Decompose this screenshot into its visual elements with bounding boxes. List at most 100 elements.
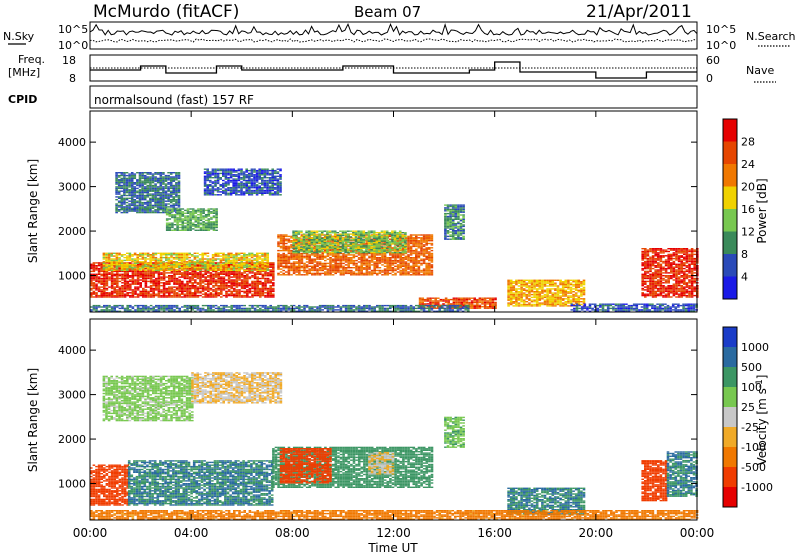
heatmap-cell	[126, 294, 129, 297]
heatmap-cell	[355, 252, 358, 255]
heatmap-cell	[173, 293, 176, 295]
heatmap-cell	[125, 207, 129, 209]
heatmap-cell	[204, 270, 207, 273]
heatmap-cell	[172, 189, 176, 191]
heatmap-cell	[162, 182, 165, 184]
heatmap-cell	[100, 275, 103, 277]
heatmap-cell	[368, 252, 371, 255]
heatmap-cell	[420, 252, 423, 255]
heatmap-cell	[214, 255, 217, 257]
heatmap-cell	[214, 266, 217, 269]
heatmap-cell	[185, 262, 189, 264]
heatmap-cell	[160, 277, 163, 280]
heatmap-cell	[287, 271, 291, 273]
heatmap-cell	[110, 262, 113, 264]
heatmap-cell	[173, 290, 176, 293]
heatmap-cell	[350, 262, 353, 265]
heatmap-cell	[146, 191, 150, 194]
heatmap-cell	[324, 248, 327, 250]
heatmap-cell	[292, 238, 296, 240]
heatmap-cell	[303, 257, 306, 259]
heatmap-cell	[233, 290, 236, 293]
heatmap-cell	[138, 173, 142, 175]
heatmap-cell	[300, 269, 304, 272]
heatmap-cell	[349, 246, 353, 248]
cpid-panel-frame	[89, 85, 698, 109]
heatmap-cell	[169, 180, 173, 182]
heatmap-cell	[246, 296, 249, 298]
heatmap-cell	[123, 206, 126, 208]
heatmap-cell	[256, 282, 259, 284]
heatmap-cell	[121, 282, 124, 284]
heatmap-cell	[136, 280, 140, 283]
heatmap-cell	[370, 243, 373, 245]
heatmap-cell	[417, 257, 421, 259]
heatmap-cell	[367, 232, 371, 234]
heatmap-cell	[378, 249, 381, 251]
heatmap-cell	[331, 248, 335, 250]
heatmap-cell	[128, 200, 131, 202]
heatmap-cell	[245, 265, 249, 267]
heatmap-cell	[407, 240, 410, 242]
heatmap-cell	[139, 269, 142, 272]
heatmap-cell	[139, 270, 142, 273]
heatmap-cell	[222, 287, 226, 290]
heatmap-cell	[188, 282, 192, 284]
heatmap-cell	[391, 230, 394, 232]
heatmap-cell	[398, 247, 402, 249]
heatmap-cell	[373, 238, 376, 240]
nave-label: Nave	[746, 64, 774, 77]
heatmap-cell	[123, 272, 127, 274]
heatmap-cell	[214, 294, 218, 297]
heatmap-cell	[138, 196, 142, 198]
heatmap-cell	[401, 240, 405, 242]
heatmap-cell	[177, 194, 181, 197]
heatmap-cell	[159, 176, 163, 178]
heatmap-cell	[248, 261, 251, 263]
heatmap-cell	[131, 270, 135, 273]
heatmap-cell	[264, 294, 267, 297]
heatmap-cell	[430, 242, 434, 245]
heatmap-cell	[103, 296, 106, 298]
heatmap-cell	[217, 258, 220, 260]
heatmap-cell	[235, 277, 239, 280]
heatmap-cell	[131, 269, 135, 271]
heatmap-cell	[211, 258, 215, 260]
heatmap-cell	[294, 233, 298, 235]
heatmap-cell	[331, 261, 335, 263]
heatmap-cell	[372, 246, 376, 248]
heatmap-cell	[401, 251, 405, 254]
heatmap-cell	[243, 266, 246, 269]
heatmap-cell	[230, 283, 233, 285]
heatmap-cell	[333, 234, 337, 237]
heatmap-cell	[321, 262, 324, 265]
heatmap-cell	[129, 269, 132, 271]
heatmap-cell	[141, 256, 145, 259]
heatmap-cell	[128, 256, 132, 259]
heatmap-cell	[240, 191, 243, 193]
heatmap-cell	[352, 241, 355, 244]
heatmap-cell	[181, 296, 184, 298]
heatmap-cell	[235, 283, 239, 285]
heatmap-cell	[344, 233, 347, 235]
heatmap-cell	[95, 273, 98, 275]
heatmap-cell	[290, 245, 293, 248]
heatmap-cell	[422, 254, 426, 256]
heatmap-cell	[407, 242, 410, 245]
heatmap-cell	[97, 265, 101, 267]
heatmap-cell	[178, 289, 181, 291]
heatmap-cell	[196, 261, 199, 263]
heatmap-cell	[266, 254, 269, 256]
heatmap-cell	[245, 266, 249, 269]
heatmap-cell	[95, 283, 98, 285]
heatmap-cell	[389, 269, 392, 272]
heatmap-cell	[134, 282, 137, 284]
heatmap-cell	[318, 255, 322, 257]
heatmap-cell	[368, 257, 371, 259]
heatmap-cell	[90, 265, 93, 267]
heatmap-cell	[227, 282, 231, 284]
heatmap-cell	[342, 265, 345, 267]
heatmap-cell	[159, 211, 163, 214]
heatmap-cell	[409, 235, 413, 238]
heatmap-cell	[105, 255, 108, 257]
